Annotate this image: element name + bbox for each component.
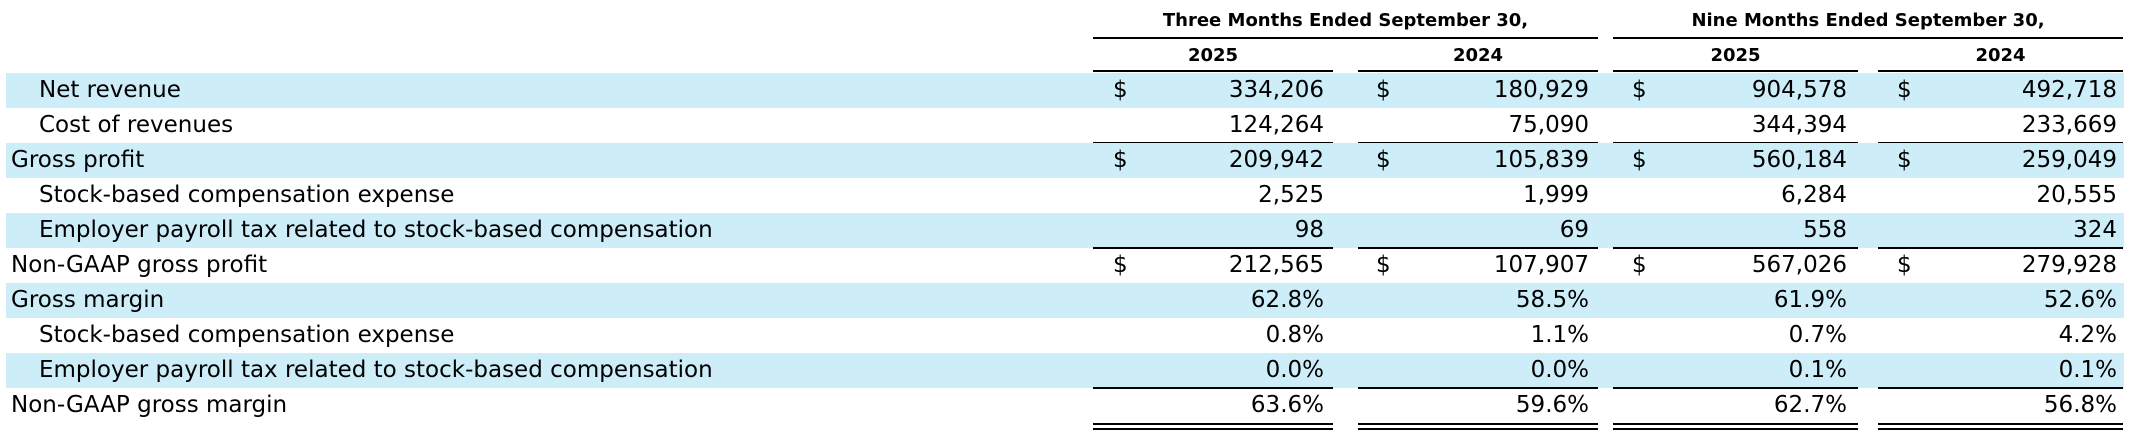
value-cell: 0.8%	[1265, 322, 1324, 348]
currency-symbol: $	[1632, 77, 1647, 103]
value-cell: 233,669	[2021, 112, 2117, 138]
currency-symbol: $	[1376, 77, 1391, 103]
value-cell: 63.6%	[1250, 392, 1324, 418]
value-cell: 20,555	[2036, 182, 2117, 208]
table-row-payroll-tax-pct: Employer payroll tax related to stock-ba…	[6, 353, 2124, 388]
value-cell: 209,942	[1228, 147, 1324, 173]
value-cell: 259,049	[2021, 147, 2117, 173]
value-cell: 0.7%	[1788, 322, 1847, 348]
value-cell: 1,999	[1523, 182, 1589, 208]
double-underline	[1613, 423, 1858, 430]
currency-symbol: $	[1897, 252, 1912, 278]
table-row-gross-margin: Gross margin 62.8% 58.5% 61.9% 52.6%	[6, 283, 2124, 318]
header-year-q-2025: 2025	[1187, 45, 1239, 66]
value-cell: 6,284	[1781, 182, 1847, 208]
value-cell: 279,928	[2021, 252, 2117, 278]
currency-symbol: $	[1113, 252, 1128, 278]
value-cell: 0.0%	[1530, 357, 1589, 383]
value-cell: 58.5%	[1515, 287, 1589, 313]
value-cell: 52.6%	[2043, 287, 2117, 313]
row-label: Net revenue	[39, 77, 181, 103]
value-cell: 2,525	[1258, 182, 1324, 208]
value-cell: 69	[1559, 217, 1589, 243]
table-row-sbc-expense-pct: Stock-based compensation expense 0.8% 1.1%…	[6, 318, 2124, 353]
value-cell: 107,907	[1493, 252, 1589, 278]
row-label: Stock-based compensation expense	[39, 182, 455, 208]
row-label: Non-GAAP gross margin	[11, 392, 288, 418]
single-underline	[1093, 387, 1333, 389]
currency-symbol: $	[1897, 147, 1912, 173]
value-cell: 0.1%	[2058, 357, 2117, 383]
single-underline	[1613, 247, 1858, 249]
value-cell: 212,565	[1228, 252, 1324, 278]
double-underline	[1093, 423, 1333, 430]
row-label: Employer payroll tax related to stock-ba…	[39, 357, 713, 383]
currency-symbol: $	[1632, 147, 1647, 173]
value-cell: 904,578	[1751, 77, 1847, 103]
value-cell: 124,264	[1228, 112, 1324, 138]
value-cell: 567,026	[1751, 252, 1847, 278]
row-label: Non-GAAP gross profit	[11, 252, 268, 278]
value-cell: 344,394	[1751, 112, 1847, 138]
header-group2-rule	[1613, 37, 2123, 39]
row-label: Gross margin	[11, 287, 165, 313]
value-cell: 62.7%	[1773, 392, 1847, 418]
table-row-non-gaap-gross-margin: Non-GAAP gross margin 63.6% 59.6% 62.7% 56.8…	[6, 388, 2124, 423]
header-year-rule-1	[1093, 70, 1333, 72]
currency-symbol: $	[1376, 252, 1391, 278]
header-year-rule-2	[1358, 70, 1598, 72]
header-year-rule-3	[1613, 70, 1858, 72]
value-cell: 59.6%	[1515, 392, 1589, 418]
value-cell: 1.1%	[1530, 322, 1589, 348]
header-group1-rule	[1093, 37, 1598, 39]
value-cell: 334,206	[1228, 77, 1324, 103]
table-row-net-revenue: Net revenue $334,206 $180,929 $904,578 $492,…	[6, 73, 2124, 108]
header-year-rule-4	[1878, 70, 2123, 72]
double-underline	[1358, 423, 1598, 430]
currency-symbol: $	[1113, 77, 1128, 103]
table-row-cost-of-revenues: Cost of revenues 124,264 75,090 344,394 233,…	[6, 108, 2124, 143]
value-cell: 61.9%	[1773, 287, 1847, 313]
currency-symbol: $	[1113, 147, 1128, 173]
row-label: Employer payroll tax related to stock-ba…	[39, 217, 713, 243]
value-cell: 105,839	[1493, 147, 1589, 173]
currency-symbol: $	[1897, 77, 1912, 103]
value-cell: 62.8%	[1250, 287, 1324, 313]
value-cell: 492,718	[2021, 77, 2117, 103]
table-row-gross-profit: Gross profit $209,942 $105,839 $560,184 $259…	[6, 143, 2124, 178]
header-year-q-2024: 2024	[1452, 45, 1504, 66]
table-row-payroll-tax: Employer payroll tax related to stock-ba…	[6, 213, 2124, 248]
header-nine-months: Nine Months Ended September 30,	[1691, 10, 2045, 31]
value-cell: 560,184	[1751, 147, 1847, 173]
currency-symbol: $	[1632, 252, 1647, 278]
single-underline	[1878, 247, 2123, 249]
currency-symbol: $	[1376, 147, 1391, 173]
single-underline	[1613, 387, 1858, 389]
single-underline	[1093, 247, 1333, 249]
double-underline	[1878, 423, 2123, 430]
table-row-non-gaap-gross-profit: Non-GAAP gross profit $212,565 $107,907 $56…	[6, 248, 2124, 283]
value-cell: 324	[2073, 217, 2117, 243]
table-row-sbc-expense: Stock-based compensation expense 2,525 1,9…	[6, 178, 2124, 213]
value-cell: 56.8%	[2043, 392, 2117, 418]
single-underline	[1878, 387, 2123, 389]
value-cell: 75,090	[1508, 112, 1589, 138]
value-cell: 4.2%	[2058, 322, 2117, 348]
row-label: Cost of revenues	[39, 112, 234, 138]
value-cell: 0.0%	[1265, 357, 1324, 383]
value-cell: 0.1%	[1788, 357, 1847, 383]
header-three-months: Three Months Ended September 30,	[1162, 10, 1529, 31]
row-label: Gross profit	[11, 147, 145, 173]
value-cell: 180,929	[1493, 77, 1589, 103]
row-label: Stock-based compensation expense	[39, 322, 455, 348]
header-year-n-2025: 2025	[1710, 45, 1761, 66]
header-year-n-2024: 2024	[1975, 45, 2026, 66]
single-underline	[1358, 387, 1598, 389]
value-cell: 558	[1803, 217, 1847, 243]
value-cell: 98	[1294, 217, 1324, 243]
single-underline	[1358, 247, 1598, 249]
